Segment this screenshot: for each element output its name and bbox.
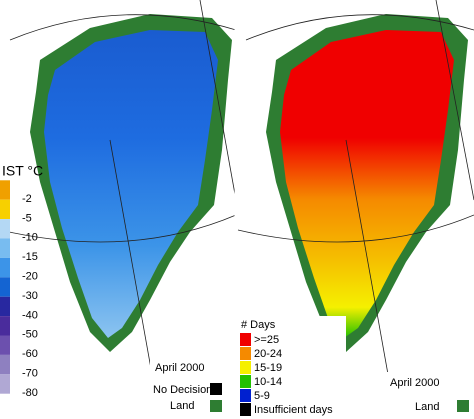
legend-swatch [0,354,10,375]
legend-label: -40 [22,309,38,321]
legend-label: -10 [22,232,38,244]
legend-label: 5-9 [254,390,270,402]
legend-swatch [0,238,10,258]
date: April 2000 [390,377,440,389]
legend-title: # Days [241,319,276,331]
legend-swatch [240,361,251,374]
no-decision-label: No Decision [153,384,212,396]
right-panel [237,0,474,419]
legend-swatch [240,347,251,360]
legend-label: -30 [22,290,38,302]
legend-label: -70 [22,368,38,380]
legend-swatch [0,180,10,200]
legend-swatch [0,335,10,355]
legend-swatch [0,316,10,336]
legend-label: 10-14 [254,376,282,388]
legend-swatch [240,403,251,416]
legend-label: -15 [22,251,38,263]
legend-label: -20 [22,271,38,283]
legend-title: IST °C [2,163,43,179]
legend-label: Insufficient days [254,404,333,416]
legend-swatch [0,219,10,239]
legend-bg [236,316,346,419]
legend-label: 15-19 [254,362,282,374]
legend-label: -80 [22,387,38,399]
legend-label: >=25 [254,334,279,346]
left-legend: IST °C -2 -5 -10 -15 -20 -30 -40 -50 -60 -70 -80 [0,163,43,399]
legend-swatch [240,375,251,388]
legend-swatch [0,257,10,278]
legend-swatch [0,277,10,297]
land-swatch [457,400,469,412]
legend-swatch [0,296,10,317]
graticule [237,0,474,419]
legend-label: -50 [22,329,38,341]
legend-swatch [240,389,251,402]
no-decision-swatch [210,383,222,395]
date: April 2000 [155,362,205,374]
left-panel [0,0,237,419]
land-swatch [210,400,222,412]
graticule [0,0,237,419]
snow-days [280,30,454,338]
legend-label: -5 [22,212,32,224]
land-label: Land [170,400,194,412]
land-label: Land [415,401,439,413]
legend-swatch [0,199,10,220]
legend-label: -60 [22,348,38,360]
legend-swatch [240,333,251,346]
right-legend: # Days >=25 20-24 15-19 10-14 5-9 Insufficien… [236,316,346,419]
ice-temperature [44,30,218,338]
legend-swatch [0,374,10,394]
legend-label: -2 [22,193,32,205]
legend-label: 20-24 [254,348,282,360]
